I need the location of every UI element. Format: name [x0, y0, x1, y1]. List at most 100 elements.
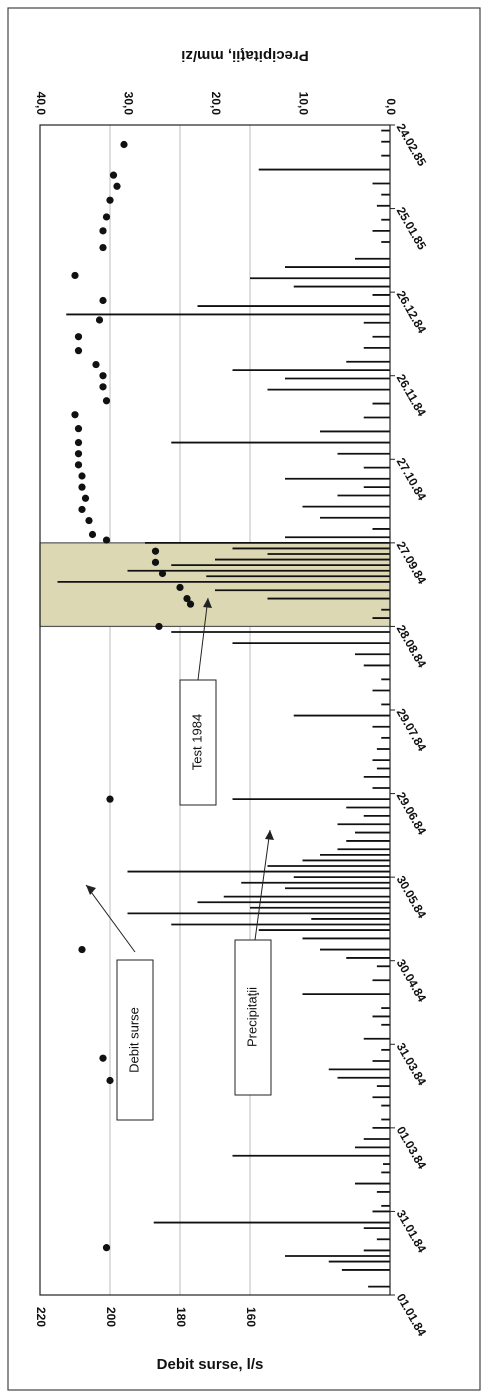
x-tick-label: 27.10.84: [394, 455, 430, 503]
x-tick-group: 24.02.85: [394, 121, 430, 169]
discharge-point: [176, 583, 184, 592]
left-tick-group: 180: [174, 1307, 188, 1327]
discharge-points: [71, 140, 195, 1252]
x-tick-label: 30.05.84: [394, 873, 430, 921]
discharge-point: [120, 140, 128, 149]
highlight-layer: [39, 542, 391, 628]
chart-frame: [7, 7, 481, 1391]
left-axis-tick-label: 160: [244, 1307, 258, 1327]
discharge-point: [78, 472, 86, 480]
discharge-point: [102, 1244, 111, 1252]
discharge-point: [158, 569, 167, 578]
annotations: Debit surse Precipitaţii Test 1984: [85, 597, 274, 1121]
left-axis-tick-label: 200: [104, 1307, 118, 1327]
discharge-point: [99, 383, 107, 391]
right-tick-group: 20,0: [209, 92, 223, 116]
axis-titles: Precipitaţii, mm/zi Debit surse, l/s: [157, 47, 309, 1373]
discharge-point: [155, 622, 163, 631]
precip-arrowhead: [265, 830, 274, 840]
discharge-point: [74, 450, 83, 458]
x-tick-label: 26.11.84: [394, 372, 429, 419]
right-axis-tick-label: 40,0: [34, 92, 48, 116]
test-period-highlight: [39, 542, 391, 628]
x-tick-group: 30.05.84: [394, 873, 430, 921]
x-tick-group: 29.06.84: [394, 790, 430, 838]
right-tick-group: 10,0: [296, 92, 310, 116]
debit-label-box: [116, 959, 154, 1121]
left-axis-title: Debit surse, l/s: [157, 1356, 264, 1373]
test-label-box: [179, 679, 217, 806]
discharge-point: [85, 516, 93, 525]
x-tick-group: 25.01.85: [394, 205, 430, 253]
discharge-point: [151, 547, 160, 555]
discharge-point: [71, 411, 79, 419]
x-tick-group: 27.10.84: [394, 455, 430, 503]
x-tick-group: 27.09.84: [394, 539, 430, 587]
discharge-point: [88, 530, 97, 539]
x-tick-label: 27.09.84: [394, 539, 430, 587]
right-axis-tick-label: 20,0: [209, 92, 223, 116]
discharge-point: [99, 296, 107, 305]
precipitation-bars: [57, 129, 390, 1288]
left-tick-group: 200: [104, 1307, 118, 1327]
discharge-point: [92, 360, 100, 369]
right-axis-tick-label: 10,0: [296, 92, 310, 116]
discharge-point: [99, 227, 107, 235]
discharge-point: [151, 558, 160, 566]
left-axis-tick-label: 220: [34, 1307, 48, 1327]
discharge-point: [74, 425, 83, 433]
x-tick-group: 31.03.84: [394, 1040, 430, 1088]
discharge-point: [95, 316, 104, 324]
x-tick-group: 01.01.84: [394, 1291, 430, 1339]
discharge-point: [99, 1054, 107, 1062]
right-axis-tick-label: 30,0: [121, 92, 135, 116]
discharge-point: [102, 536, 111, 544]
discharge-point: [74, 347, 83, 355]
discharge-point: [99, 372, 107, 380]
discharge-point: [81, 494, 90, 502]
discharge-point: [113, 182, 121, 190]
discharge-point: [71, 271, 79, 280]
test-arrow-line: [197, 597, 209, 681]
debit-arrowhead: [86, 885, 96, 895]
test-arrowhead: [203, 598, 212, 608]
x-tick-label: 31.03.84: [394, 1040, 430, 1088]
x-tick-group: 26.11.84: [394, 372, 429, 419]
right-tick-group: 40,0: [34, 92, 48, 116]
x-tick-group: 30.04.84: [394, 957, 430, 1005]
x-tick-label: 30.04.84: [394, 957, 430, 1005]
discharge-point: [78, 483, 86, 491]
x-tick-label: 28.08.84: [394, 623, 430, 671]
test-label: Test 1984: [189, 714, 204, 770]
right-axis-tick-label: 0,0: [384, 98, 398, 115]
x-tick-label: 24.02.85: [394, 121, 430, 169]
discharge-point: [102, 213, 111, 221]
debit-label: Debit surse: [126, 1007, 141, 1073]
discharge-point: [74, 461, 83, 469]
x-tick-label: 01.01.84: [394, 1291, 430, 1339]
precip-label-box: [234, 939, 272, 1096]
x-tick-group: 28.08.84: [394, 623, 430, 671]
x-tick-group: 31.01.84: [394, 1208, 430, 1256]
discharge-point: [183, 594, 191, 603]
precip-label: Precipitaţii: [244, 987, 259, 1047]
x-tick-label: 25.01.85: [394, 205, 430, 253]
x-tick-label: 29.06.84: [394, 790, 430, 838]
x-tick-group: 26.12.84: [394, 288, 430, 336]
right-axis-title: Precipitaţii, mm/zi: [181, 47, 309, 64]
x-tick-label: 31.01.84: [394, 1208, 430, 1256]
discharge-point: [99, 243, 107, 252]
x-tick-group: 29.07.84: [394, 706, 430, 754]
debit-arrow-line: [85, 884, 136, 953]
discharge-point: [102, 397, 111, 405]
precip-arrow-line: [254, 829, 271, 941]
left-tick-group: 160: [244, 1307, 258, 1327]
right-tick-group: 30,0: [121, 92, 135, 116]
discharge-point: [186, 600, 195, 608]
discharge-point: [109, 171, 118, 179]
x-tick-label: 01.03.84: [394, 1124, 430, 1172]
discharge-point: [78, 945, 86, 954]
discharge-point: [74, 333, 83, 341]
